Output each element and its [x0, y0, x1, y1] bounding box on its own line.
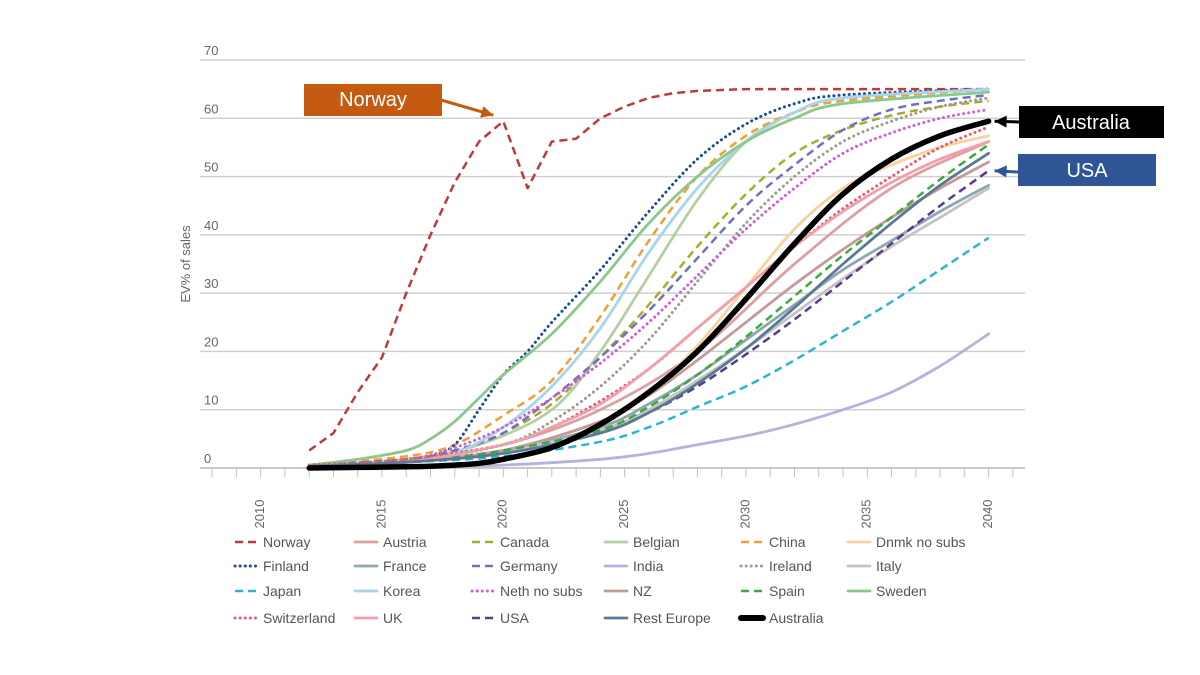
series-line-uk: [307, 140, 990, 468]
y-tick-label: 0: [204, 451, 211, 466]
legend-label: Rest Europe: [633, 610, 711, 626]
callout-arrow-head: [480, 106, 494, 118]
series-lines: [306, 87, 992, 471]
legend-label: NZ: [633, 583, 652, 599]
legend-item-italy: Italy: [846, 558, 902, 574]
legend-label: Switzerland: [263, 610, 335, 626]
legend-label: Ireland: [769, 558, 812, 574]
legend-label: Austria: [383, 534, 427, 550]
callout-label: Australia: [1052, 112, 1131, 134]
gridlines: [200, 59, 1025, 469]
legend-item-austria: Austria: [353, 534, 427, 550]
y-tick-label: 70: [204, 43, 218, 58]
legend-label: China: [769, 534, 806, 550]
y-axis-label: EV% of sales: [178, 225, 193, 303]
legend-item-australia: Australia: [738, 610, 824, 626]
legend-item-uk: UK: [353, 610, 403, 626]
legend-item-canada: Canada: [472, 534, 549, 550]
callout-box: [1018, 154, 1156, 186]
series-line-australia: [306, 118, 992, 471]
callout-norway: Norway: [304, 84, 494, 118]
x-tick-label: 2030: [737, 500, 752, 529]
legend-item-finland: Finland: [233, 558, 309, 574]
y-tick-label: 40: [204, 218, 218, 233]
legend-label: Belgian: [633, 534, 680, 550]
legend-item-france: France: [353, 558, 427, 574]
y-tick-label: 60: [204, 101, 218, 116]
legend-item-korea: Korea: [353, 583, 421, 599]
series-line-china: [309, 87, 989, 467]
y-tick-label: 20: [204, 334, 218, 349]
series-line-usa: [309, 169, 990, 468]
series-line-spain: [309, 143, 990, 468]
callout-arrow-head: [994, 165, 1007, 178]
legend-label: Canada: [500, 534, 549, 550]
legend-label: Neth no subs: [500, 583, 583, 599]
legend-label: India: [633, 558, 664, 574]
callout-box: [1019, 106, 1164, 138]
legend-label: Finland: [263, 558, 309, 574]
y-tick-label: 10: [204, 393, 218, 408]
series-line-nz: [307, 160, 990, 468]
legend-label: Australia: [769, 610, 824, 626]
x-tick-label: 2015: [373, 500, 388, 529]
legend-label: Korea: [383, 583, 421, 599]
legend-label: Norway: [263, 534, 310, 550]
series-line-sweden: [307, 90, 990, 467]
series-line-japan: [309, 236, 990, 467]
callout-australia: Australia: [994, 106, 1164, 138]
legend-label: Japan: [263, 583, 301, 599]
legend-item-norway: Norway: [235, 534, 310, 550]
legend: Norway Austria Canada Belgian China Dnmk no s…: [233, 534, 965, 626]
series-line-rest-europe: [307, 151, 990, 468]
legend-label: Germany: [500, 558, 558, 574]
legend-item-spain: Spain: [741, 583, 805, 599]
legend-item-germany: Germany: [472, 558, 558, 574]
legend-label: France: [383, 558, 427, 574]
legend-item-usa: USA: [472, 610, 529, 626]
callout-arrow-head: [994, 115, 1007, 128]
series-line-neth-no-subs: [307, 108, 991, 467]
y-tick-label: 50: [204, 160, 218, 175]
x-tick-label: 2035: [859, 500, 874, 529]
legend-label: UK: [383, 610, 403, 626]
callout-label: Norway: [339, 89, 407, 111]
legend-item-india: India: [603, 558, 664, 574]
callout-box: [304, 84, 442, 116]
series-line-norway: [308, 87, 989, 452]
legend-item-ireland: Ireland: [739, 558, 812, 574]
y-tick-label: 30: [204, 276, 218, 291]
legend-label: Italy: [876, 558, 902, 574]
x-tick-label: 2025: [616, 500, 631, 529]
series-line-switzerland: [307, 125, 991, 467]
x-tick-label: 2010: [252, 500, 267, 529]
legend-item-nz: NZ: [603, 583, 652, 599]
legend-label: Sweden: [876, 583, 927, 599]
callout-usa: USA: [994, 154, 1156, 186]
callouts: Norway Australia USA: [304, 84, 1164, 186]
legend-item-belgian: Belgian: [603, 534, 680, 550]
legend-item-switzerland: Switzerland: [233, 610, 335, 626]
legend-label: Spain: [769, 583, 805, 599]
legend-item-sweden: Sweden: [846, 583, 927, 599]
series-line-ireland: [307, 96, 991, 468]
legend-item-dnmk-no-subs: Dnmk no subs: [846, 534, 965, 550]
legend-item-japan: Japan: [235, 583, 301, 599]
legend-item-china: China: [741, 534, 806, 550]
callout-label: USA: [1066, 160, 1108, 182]
series-line-germany: [309, 93, 989, 467]
legend-label: Dnmk no subs: [876, 534, 965, 550]
legend-item-neth-no-subs: Neth no subs: [470, 583, 583, 599]
x-tick-label: 2020: [495, 500, 510, 529]
legend-item-rest-europe: Rest Europe: [603, 610, 711, 626]
x-tick-label: 2040: [980, 500, 995, 529]
legend-label: USA: [500, 610, 529, 626]
series-line-italy: [307, 186, 990, 468]
